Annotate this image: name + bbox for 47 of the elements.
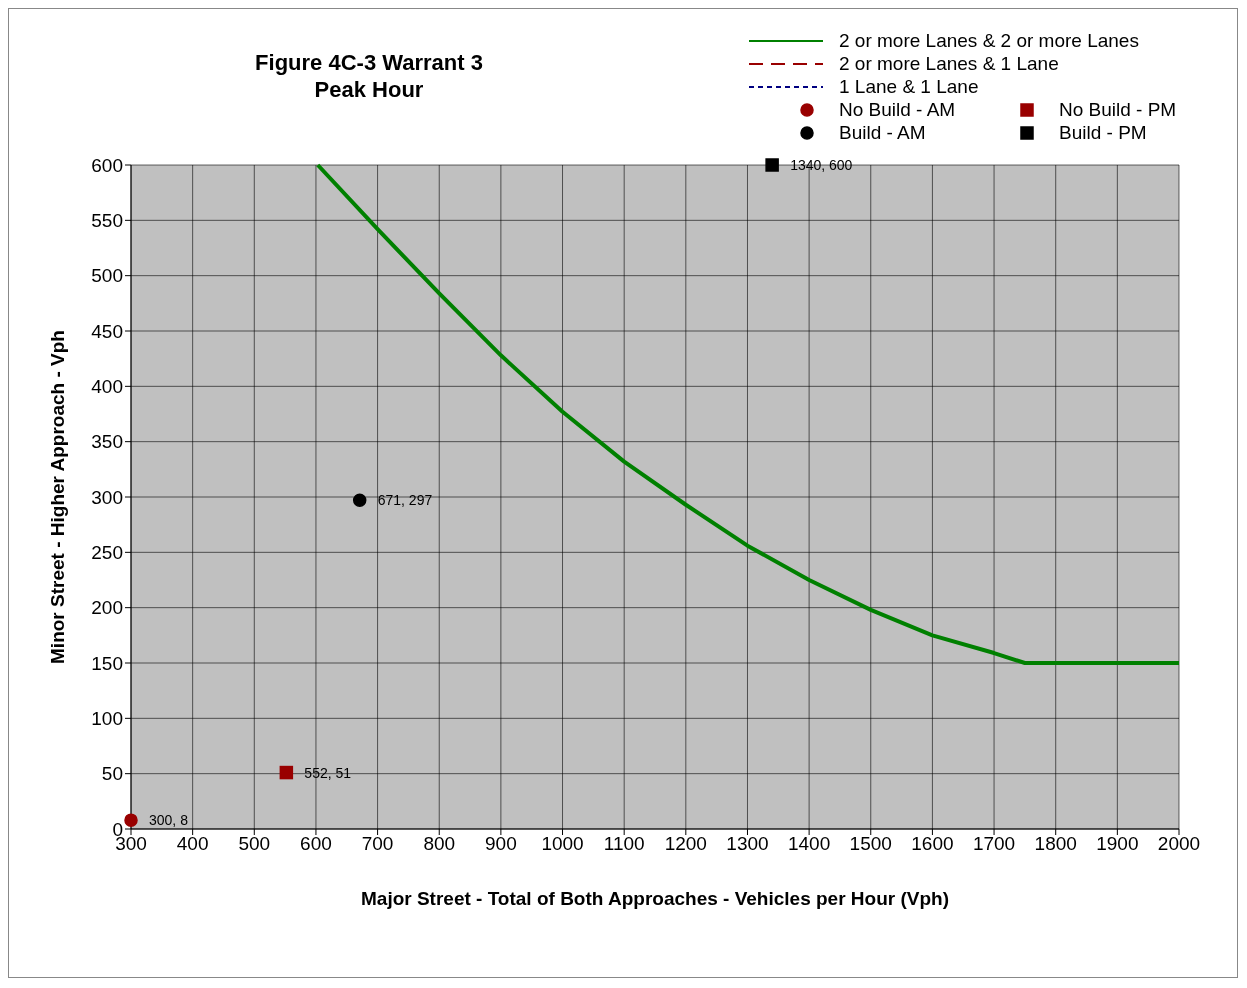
x-tick-label: 1700 — [972, 833, 1016, 855]
point — [279, 765, 294, 780]
data-label: 671, 297 — [377, 492, 433, 509]
x-tick-label: 1100 — [603, 833, 645, 855]
point — [124, 813, 138, 827]
y-tick-label: 250 — [91, 542, 123, 564]
x-tick-label: 1900 — [1096, 833, 1139, 855]
y-tick-label: 350 — [91, 431, 123, 453]
x-axis-title: Major Street - Total of Both Approaches - Vehicles per Hour (Vph) — [360, 888, 950, 909]
x-tick-label: 1800 — [1034, 833, 1077, 855]
y-tick-label: 400 — [91, 376, 123, 398]
x-tick-label: 1400 — [787, 833, 831, 855]
legend-label: 1 Lane & 1 Lane — [839, 75, 979, 98]
data-label: 1340, 600 — [790, 157, 853, 173]
chart-title: Figure 4C-3 Warrant 3 Peak Hour — [254, 49, 484, 103]
legend-label: 2 or more Lanes & 1 Lane — [839, 52, 1059, 75]
x-tick-label: 600 — [300, 833, 332, 855]
legend-label: Build - PM — [1059, 121, 1147, 144]
y-tick-label: 200 — [91, 597, 123, 619]
y-tick-label: 450 — [91, 320, 123, 342]
legend-label: 2 or more Lanes & 2 or more Lanes — [839, 29, 1139, 52]
legend-label: No Build - PM — [1059, 98, 1177, 121]
y-tick-label: 500 — [91, 265, 123, 287]
point — [352, 493, 367, 508]
x-tick-label: 1000 — [541, 833, 584, 855]
x-tick-label: 1500 — [849, 833, 892, 855]
x-tick-label: 2000 — [1157, 833, 1201, 855]
y-tick-label: 50 — [101, 763, 123, 785]
y-axis-title: Minor Street - Higher Approach - Vph — [46, 330, 68, 664]
y-tick-label: 100 — [91, 708, 123, 730]
y-tick-label: 550 — [91, 210, 123, 232]
legend-label: Build - AM — [839, 121, 926, 144]
data-label: 552, 51 — [304, 764, 352, 781]
y-tick-label: 150 — [91, 652, 123, 674]
legend-label: No Build - AM — [839, 98, 956, 121]
x-tick-label: 700 — [361, 833, 394, 855]
x-tick-label: 1600 — [911, 833, 954, 855]
x-tick-label: 800 — [423, 833, 456, 855]
y-tick-label: 300 — [91, 486, 123, 508]
x-tick-label: 1200 — [664, 833, 707, 855]
data-label: 300, 8 — [149, 812, 189, 829]
point — [765, 158, 779, 172]
x-tick-label: 1300 — [726, 833, 769, 855]
y-tick-label: 600 — [91, 154, 123, 176]
x-tick-label: 900 — [485, 833, 517, 855]
x-tick-label: 500 — [238, 833, 271, 855]
x-tick-label: 400 — [176, 833, 209, 855]
